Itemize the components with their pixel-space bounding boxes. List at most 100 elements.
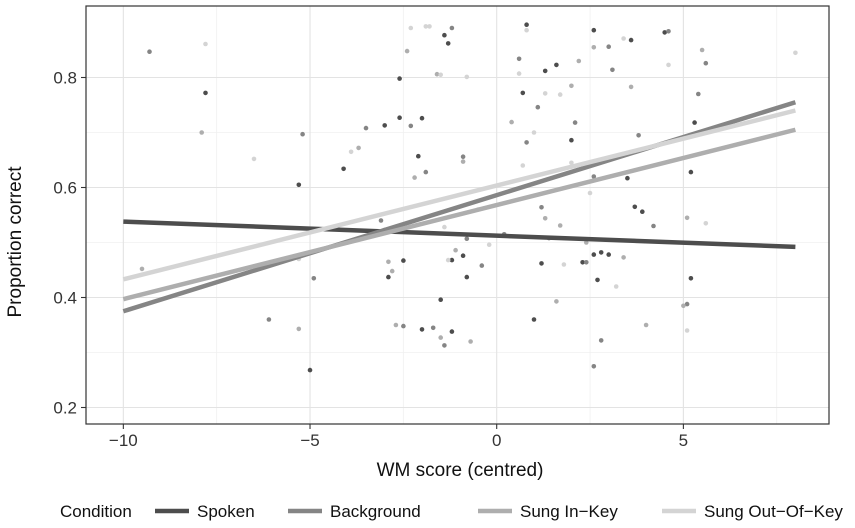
y-axis-ticks: 0.2 0.4 0.6 0.8 <box>53 69 86 418</box>
data-point <box>296 182 302 188</box>
data-point <box>520 163 526 168</box>
y-tick-label: 0.8 <box>53 69 77 88</box>
data-point <box>606 44 611 49</box>
data-point <box>449 329 455 334</box>
data-point <box>401 323 406 329</box>
x-tick-label: −10 <box>109 431 138 450</box>
y-axis-title: Proportion correct <box>5 166 26 318</box>
data-point <box>423 24 429 29</box>
legend-title: Condition <box>60 502 132 521</box>
data-point <box>296 326 302 332</box>
data-point <box>348 149 354 155</box>
data-point <box>572 120 578 125</box>
data-point <box>531 317 537 322</box>
data-point <box>625 175 630 181</box>
data-point <box>423 169 429 175</box>
data-point <box>584 260 589 265</box>
data-point <box>591 27 597 33</box>
x-tick-label: −5 <box>300 431 319 450</box>
data-point <box>430 325 436 331</box>
data-point <box>453 247 458 253</box>
fit-line <box>123 219 796 250</box>
legend-label: Background <box>330 502 421 521</box>
data-point <box>404 48 410 54</box>
data-point <box>531 130 537 135</box>
data-point <box>479 263 485 268</box>
data-point <box>539 261 544 266</box>
data-point <box>569 160 574 166</box>
y-tick-label: 0.2 <box>53 399 77 418</box>
data-point <box>621 255 626 260</box>
fit-lines <box>122 100 797 314</box>
data-point <box>147 49 152 54</box>
data-point <box>442 32 447 38</box>
data-point <box>606 252 611 257</box>
data-point <box>524 27 529 33</box>
data-point <box>554 299 559 304</box>
data-point <box>591 364 597 369</box>
data-point <box>203 90 208 96</box>
data-point <box>666 62 671 68</box>
data-point <box>696 91 701 97</box>
data-point <box>684 215 690 221</box>
panel-border <box>85 5 830 425</box>
legend-label: Sung In−Key <box>520 502 618 521</box>
data-point <box>535 104 541 110</box>
data-point <box>584 240 589 245</box>
data-point <box>516 56 522 62</box>
data-point <box>464 236 470 241</box>
data-point <box>311 276 317 281</box>
data-point <box>569 137 574 143</box>
data-point <box>393 322 399 328</box>
data-point <box>628 84 634 90</box>
data-point <box>363 125 369 131</box>
data-point <box>386 274 391 280</box>
data-point <box>397 115 402 120</box>
legend: Condition Spoken Background Sung In−Key Sung… <box>60 502 843 521</box>
data-point <box>542 68 548 74</box>
x-axis-ticks: −10 −5 0 5 <box>109 424 688 450</box>
data-point <box>419 327 425 332</box>
data-point <box>445 41 451 46</box>
fit-line <box>122 127 796 302</box>
data-point <box>438 335 444 340</box>
data-point <box>684 301 690 307</box>
data-point <box>681 303 686 309</box>
data-point <box>199 130 204 135</box>
data-point <box>442 343 447 348</box>
data-point <box>460 253 466 258</box>
fit-line <box>122 108 796 282</box>
data-point <box>389 268 395 274</box>
data-point <box>416 153 421 159</box>
data-point <box>464 274 470 280</box>
data-point <box>460 154 466 159</box>
data-point <box>378 218 384 223</box>
data-point <box>580 260 585 265</box>
data-point <box>569 83 574 89</box>
data-point <box>438 297 444 303</box>
data-point <box>662 30 667 35</box>
data-point <box>509 119 514 125</box>
data-point <box>598 250 604 255</box>
data-point <box>468 339 473 344</box>
data-point <box>595 277 600 283</box>
data-point <box>692 120 697 125</box>
data-point <box>591 174 597 179</box>
data-point <box>703 60 709 66</box>
x-axis-title: WM score (centred) <box>377 460 544 481</box>
data-point <box>445 257 451 263</box>
data-point <box>401 258 406 263</box>
data-point <box>542 91 548 96</box>
x-tick-label: 5 <box>679 431 688 450</box>
data-point <box>643 322 649 328</box>
data-point <box>613 284 619 289</box>
data-point <box>793 50 798 56</box>
data-point <box>203 41 208 47</box>
data-point <box>703 221 709 226</box>
data-point <box>464 74 470 80</box>
data-point <box>266 317 272 322</box>
grid-major <box>86 6 829 424</box>
data-point <box>554 62 559 68</box>
data-point <box>524 140 529 145</box>
data-point <box>598 338 604 343</box>
